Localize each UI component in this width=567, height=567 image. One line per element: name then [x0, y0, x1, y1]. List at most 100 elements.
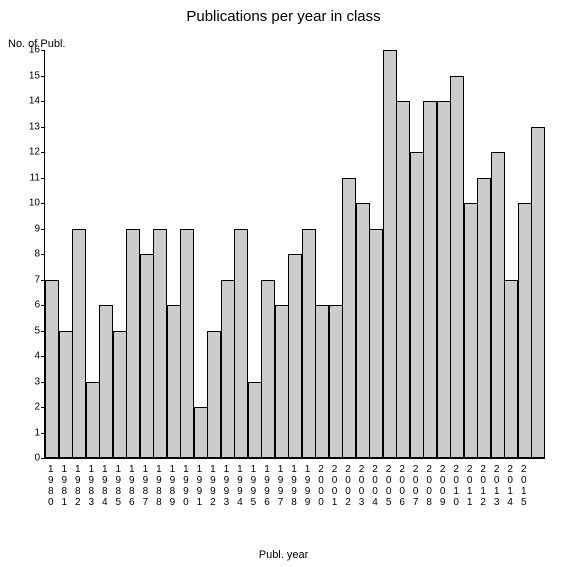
bar [356, 203, 370, 458]
y-tick-label: 1 [20, 427, 40, 438]
x-tick-label: 1981 [57, 464, 71, 508]
x-tick-label: 2010 [449, 464, 463, 508]
y-tick-label: 2 [20, 402, 40, 413]
x-tick-label: 1987 [138, 464, 152, 508]
bar [437, 101, 451, 458]
bar [369, 229, 383, 459]
y-tick-mark [41, 458, 44, 459]
bar [207, 331, 221, 459]
bar [383, 50, 397, 458]
bar [491, 152, 505, 458]
x-tick-label: 2015 [517, 464, 531, 508]
x-tick-label: 2007 [409, 464, 423, 508]
y-tick-mark [41, 280, 44, 281]
x-tick-label: 2006 [395, 464, 409, 508]
y-tick-mark [41, 76, 44, 77]
bar [221, 280, 235, 459]
bar [302, 229, 316, 459]
x-tick-label: 2009 [436, 464, 450, 508]
x-tick-label: 2013 [490, 464, 504, 508]
bar [531, 127, 545, 459]
y-tick-label: 12 [20, 147, 40, 158]
x-tick-label: 2014 [503, 464, 517, 508]
x-tick-label: 1984 [98, 464, 112, 508]
x-tick-label: 1991 [192, 464, 206, 508]
y-tick-label: 16 [20, 45, 40, 56]
x-tick-label: 1998 [287, 464, 301, 508]
bar [464, 203, 478, 458]
bar [45, 280, 59, 459]
y-tick-mark [41, 101, 44, 102]
y-tick-label: 5 [20, 325, 40, 336]
plot-area [44, 50, 545, 459]
y-tick-mark [41, 203, 44, 204]
y-tick-label: 9 [20, 223, 40, 234]
x-tick-label: 1983 [84, 464, 98, 508]
x-tick-label: 1990 [179, 464, 193, 508]
y-tick-mark [41, 331, 44, 332]
x-tick-label: 1999 [301, 464, 315, 508]
x-tick-label: 2002 [341, 464, 355, 508]
x-tick-label: 2000 [314, 464, 328, 508]
y-tick-mark [41, 433, 44, 434]
y-tick-label: 4 [20, 351, 40, 362]
x-tick-label: 1988 [152, 464, 166, 508]
x-tick-label: 2004 [368, 464, 382, 508]
bar [167, 305, 181, 458]
bar [450, 76, 464, 459]
bar [99, 305, 113, 458]
x-tick-label: 2011 [463, 464, 477, 508]
x-tick-label: 2012 [476, 464, 490, 508]
y-tick-mark [41, 229, 44, 230]
x-tick-label: 2008 [422, 464, 436, 508]
x-tick-label: 1980 [44, 464, 58, 508]
y-tick-mark [41, 407, 44, 408]
bar [396, 101, 410, 458]
bar [126, 229, 140, 459]
x-tick-label: 2001 [328, 464, 342, 508]
x-tick-label: 1996 [260, 464, 274, 508]
y-tick-mark [41, 356, 44, 357]
x-tick-label: 1982 [71, 464, 85, 508]
x-tick-label: 1997 [273, 464, 287, 508]
bar [248, 382, 262, 459]
x-tick-label: 1994 [233, 464, 247, 508]
bar [518, 203, 532, 458]
x-tick-label: 1993 [219, 464, 233, 508]
bar [59, 331, 73, 459]
y-tick-mark [41, 50, 44, 51]
bar [410, 152, 424, 458]
bar [423, 101, 437, 458]
y-tick-label: 8 [20, 249, 40, 260]
y-tick-label: 10 [20, 198, 40, 209]
bar [329, 305, 343, 458]
bar [342, 178, 356, 459]
x-tick-label: 1985 [111, 464, 125, 508]
bar [153, 229, 167, 459]
x-tick-label: 1992 [206, 464, 220, 508]
bar [504, 280, 518, 459]
y-tick-label: 13 [20, 121, 40, 132]
y-tick-label: 6 [20, 300, 40, 311]
y-tick-mark [41, 127, 44, 128]
y-tick-label: 15 [20, 70, 40, 81]
y-tick-label: 11 [20, 172, 40, 183]
y-tick-label: 3 [20, 376, 40, 387]
x-tick-label: 1995 [246, 464, 260, 508]
chart-title: Publications per year in class [0, 8, 567, 25]
x-axis-label: Publ. year [0, 549, 567, 561]
bar [261, 280, 275, 459]
bar [86, 382, 100, 459]
x-tick-label: 2003 [355, 464, 369, 508]
x-tick-label: 2005 [382, 464, 396, 508]
publications-chart: Publications per year in class No. of Pu… [0, 0, 567, 567]
y-tick-mark [41, 178, 44, 179]
y-tick-label: 14 [20, 96, 40, 107]
y-tick-label: 7 [20, 274, 40, 285]
y-tick-label: 0 [20, 453, 40, 464]
y-tick-mark [41, 152, 44, 153]
bar [72, 229, 86, 459]
bar [180, 229, 194, 459]
bar [315, 305, 329, 458]
bar [140, 254, 154, 458]
